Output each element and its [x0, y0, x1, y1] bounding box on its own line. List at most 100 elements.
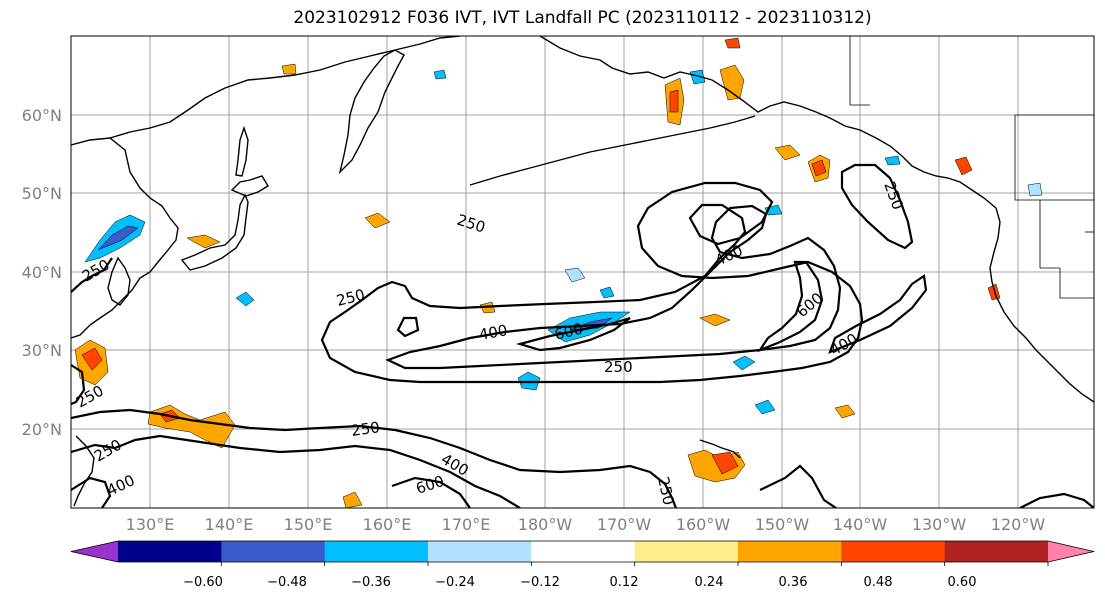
coast-russia-north — [109, 36, 461, 139]
lon-label: 170°W — [597, 515, 652, 534]
coast-aleutians — [469, 115, 756, 186]
colorbar-tick-label: 0.48 — [864, 575, 893, 590]
colorbar-tick-label: 0.12 — [610, 575, 639, 590]
lon-label: 130°W — [912, 515, 967, 534]
contour-600-east — [757, 260, 824, 353]
blue-patch-9 — [1027, 182, 1043, 197]
lon-label: 160°E — [363, 515, 412, 534]
colorbar-swatch — [118, 541, 222, 562]
contour-250-inner-loop — [396, 316, 420, 338]
blue-patch-5 — [564, 267, 586, 283]
colorbar-tick-labels: −0.60 −0.48 −0.36 −0.24 −0.12 0.12 0.24 … — [183, 575, 976, 590]
blue-patch-8 — [884, 155, 901, 166]
colorbar-tick-label: −0.12 — [520, 575, 560, 590]
coast-philippines — [73, 435, 95, 507]
coast-japan-hokkaido — [230, 175, 269, 197]
coast-korea — [107, 256, 131, 306]
lat-label-20n: 20°N — [22, 420, 62, 439]
contour-400-main — [385, 204, 842, 370]
contour-label: 250 — [350, 418, 381, 440]
colorbar-swatch — [221, 541, 326, 562]
colorbar-extend-min — [71, 541, 118, 562]
lon-label: 150°E — [284, 515, 333, 534]
blue-patch-6 — [689, 69, 706, 85]
contour-250-gulf — [840, 163, 914, 250]
colorbar-tick-label: 0.36 — [779, 575, 808, 590]
coast-kamchatka — [338, 49, 405, 175]
orange-patch-hawaii-core — [711, 451, 739, 475]
colorbar-swatch — [428, 541, 532, 562]
coast-japan-honshu — [180, 193, 249, 271]
contour-400-east — [828, 274, 928, 354]
blue-patch-10 — [433, 69, 447, 80]
colorbar-tick-label: −0.36 — [351, 575, 391, 590]
colorbar-tick-label: −0.48 — [267, 575, 307, 590]
orange-patch-2 — [186, 234, 221, 249]
colorbar-outline — [70, 540, 1095, 563]
orange-patch-taiwan-core — [81, 347, 103, 371]
ivt-contours — [71, 163, 1094, 508]
lon-label: 180°W — [518, 515, 573, 534]
colorbar-swatch — [634, 541, 739, 562]
lat-label-30n: 30°N — [22, 341, 62, 360]
contour-400-south — [71, 434, 521, 508]
colorbar-swatches — [70, 540, 1095, 563]
colorbar-swatch — [841, 541, 946, 562]
colorbar-tick-label: 0.24 — [695, 575, 724, 590]
colorbar-extend-max — [1048, 541, 1094, 562]
blue-patch-korea-core — [97, 225, 139, 251]
contour-600-south-2 — [391, 476, 471, 508]
map-frame — [70, 35, 1095, 509]
orange-patch-7 — [281, 63, 297, 75]
lon-label: 150°W — [755, 515, 810, 534]
lon-label: 140°W — [833, 515, 888, 534]
borders — [849, 36, 1094, 299]
orange-patch-10 — [724, 37, 741, 49]
coast-asia-main — [71, 137, 179, 339]
contour-250-main — [320, 181, 864, 384]
lat-label-50n: 50°N — [22, 184, 62, 203]
contour-250-sw-corner — [71, 364, 86, 406]
map-title: 2023102912 F036 IVT, IVT Landfall PC (20… — [293, 8, 872, 28]
orange-patch-gulf-core — [811, 159, 827, 177]
longitude-labels: 130°E 140°E 150°E 160°E 170°E 180°W 170°… — [126, 515, 1046, 534]
orange-patch-1 — [719, 64, 745, 101]
orange-patch-5 — [774, 144, 801, 161]
colorbar-tick-marks — [220, 562, 1049, 566]
colorbar-tick-label: −0.60 — [183, 575, 223, 590]
contour-250-south — [71, 408, 678, 508]
orange-patch-8 — [954, 156, 973, 176]
lon-label: 170°E — [442, 515, 491, 534]
contour-label: 400 — [478, 321, 509, 344]
orange-patch-11 — [342, 491, 363, 508]
contour-600-core — [515, 316, 631, 352]
coast-sakhalin — [235, 125, 249, 177]
coast-na-west — [989, 207, 1094, 403]
contour-250-korea — [71, 257, 113, 293]
colorbar-swatch — [531, 541, 636, 562]
map-panel: 250 250 250 250 400 600 250 400 600 400 … — [70, 35, 1095, 509]
lon-label: 130°E — [126, 515, 175, 534]
colorbar-tick-label: −0.24 — [435, 575, 475, 590]
orange-patch-6 — [834, 404, 856, 419]
contour-label: 250 — [654, 475, 678, 507]
lon-label: 160°W — [676, 515, 731, 534]
contour-250-ne-corner — [1019, 492, 1094, 508]
lon-label: 120°W — [991, 515, 1046, 534]
orange-patch-alaska-core — [669, 89, 679, 113]
lat-label-60n: 60°N — [22, 106, 62, 125]
coast-hawaii — [699, 439, 741, 459]
lon-label: 140°E — [205, 515, 254, 534]
blue-patch-4 — [732, 355, 756, 371]
colorbar-swatch — [944, 541, 1049, 562]
colorbar: −0.60 −0.48 −0.36 −0.24 −0.12 0.12 0.24 … — [70, 540, 1095, 590]
colorbar-swatch — [738, 541, 842, 562]
orange-patch-3 — [364, 212, 391, 229]
latitude-labels: 60°N 50°N 40°N 30°N 20°N — [22, 106, 62, 439]
coast-alaska — [539, 36, 997, 209]
blue-patch-3 — [754, 399, 776, 415]
contour-label: 250 — [604, 358, 633, 376]
blue-patch-11 — [599, 286, 615, 299]
orange-patch-4 — [699, 313, 731, 327]
